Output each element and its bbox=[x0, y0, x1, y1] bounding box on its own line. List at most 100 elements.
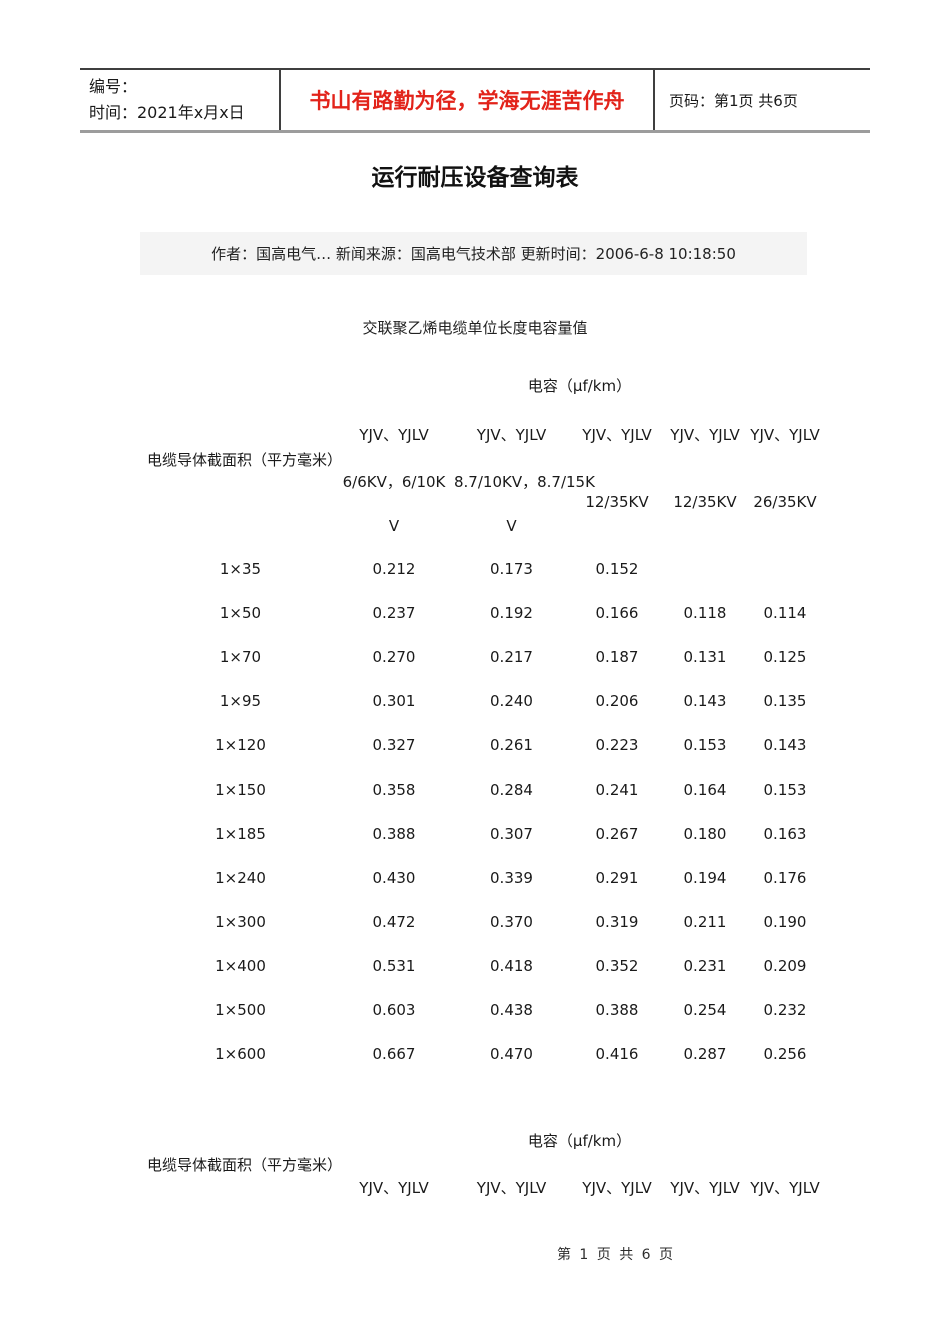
value-cell: 0.209 bbox=[763, 956, 807, 975]
value-cell: 0.211 bbox=[683, 912, 727, 931]
value-cell: 0.180 bbox=[683, 824, 727, 843]
table-row: 1×70 0.270 0.217 0.187 0.131 0.125 bbox=[147, 635, 825, 679]
value-cell: 0.212 bbox=[372, 560, 416, 579]
value-cell: 0.241 bbox=[595, 780, 639, 799]
conductor-size-cell: 1×240 bbox=[215, 868, 266, 887]
value-cell: 0.131 bbox=[683, 648, 727, 667]
cable-type-header: YJV、YJLV bbox=[750, 1179, 820, 1197]
conductor-size-cell: 1×600 bbox=[215, 1045, 266, 1064]
header-page-cell: 页码：第1页 共6页 bbox=[655, 70, 870, 130]
value-cell: 0.125 bbox=[763, 648, 807, 667]
conductor-size-cell: 1×300 bbox=[215, 912, 266, 931]
value-cell: 0.192 bbox=[490, 604, 533, 623]
value-cell: 0.135 bbox=[763, 692, 807, 711]
meta-bar: 作者：国高电气… 新闻来源：国高电气技术部 更新时间：2006-6-8 10:1… bbox=[140, 232, 807, 275]
page-footer: 第 1 页 共 6 页 bbox=[556, 1247, 676, 1263]
voltage-rating-wrap: V bbox=[388, 517, 400, 535]
value-cell: 0.603 bbox=[372, 1000, 416, 1019]
cable-type-header: YJV、YJLV bbox=[670, 426, 740, 444]
value-cell: 0.270 bbox=[372, 648, 416, 667]
value-cell: 0.430 bbox=[372, 868, 416, 887]
value-cell: 0.152 bbox=[595, 560, 639, 579]
value-cell: 0.339 bbox=[490, 868, 533, 887]
value-cell: 0.301 bbox=[372, 692, 416, 711]
table-row: 1×240 0.430 0.339 0.291 0.194 0.176 bbox=[147, 856, 825, 900]
cable-type-header: YJV、YJLV bbox=[359, 426, 429, 444]
value-cell: 0.531 bbox=[372, 956, 416, 975]
value-cell: 0.358 bbox=[372, 780, 416, 799]
cable-type-header-row-2: YJV、YJLV YJV、YJLV YJV、YJLV YJV、YJLV YJV、… bbox=[147, 1177, 825, 1198]
conductor-size-cell: 1×70 bbox=[219, 648, 262, 667]
value-cell: 0.388 bbox=[372, 824, 416, 843]
voltage-rating: 6/6KV，6/10K bbox=[342, 473, 446, 491]
value-cell: 0.217 bbox=[490, 648, 533, 667]
doc-number-label: 编号： bbox=[89, 77, 138, 96]
value-cell: 0.254 bbox=[683, 1000, 727, 1019]
doc-time-label: 时间：2021年x月x日 bbox=[89, 103, 245, 122]
voltage-rating: 12/35KV bbox=[673, 493, 737, 511]
value-cell: 0.194 bbox=[683, 868, 727, 887]
value-cell: 0.418 bbox=[490, 956, 533, 975]
conductor-area-header-2: 电缆导体截面积（平方毫米） bbox=[147, 1156, 343, 1174]
table-row: 1×50 0.237 0.192 0.166 0.118 0.114 bbox=[147, 591, 825, 635]
value-cell: 0.284 bbox=[490, 780, 533, 799]
table-row: 1×150 0.358 0.284 0.241 0.164 0.153 bbox=[147, 767, 825, 811]
table-subtitle: 交联聚乙烯电缆单位长度电容量值 bbox=[362, 319, 588, 337]
table-row: 1×500 0.603 0.438 0.388 0.254 0.232 bbox=[147, 988, 825, 1032]
value-cell: 0.206 bbox=[595, 692, 639, 711]
conductor-size-cell: 1×150 bbox=[215, 780, 266, 799]
value-cell: 0.256 bbox=[763, 1045, 807, 1064]
value-cell: 0.319 bbox=[595, 912, 639, 931]
value-cell: 0.163 bbox=[763, 824, 807, 843]
cable-type-header: YJV、YJLV bbox=[359, 1179, 429, 1197]
value-cell: 0.416 bbox=[595, 1045, 639, 1064]
value-cell: 0.153 bbox=[763, 780, 807, 799]
value-cell: 0.143 bbox=[763, 736, 807, 755]
motto-text: 书山有路勤为径，学海无涯苦作舟 bbox=[309, 89, 625, 113]
value-cell: 0.307 bbox=[490, 824, 533, 843]
capacity-unit-header-2: 电容（µf/km） bbox=[527, 1132, 632, 1150]
value-cell: 0.240 bbox=[490, 692, 533, 711]
cable-type-header: YJV、YJLV bbox=[670, 1179, 740, 1197]
value-cell: 0.327 bbox=[372, 736, 416, 755]
value-cell: 0.388 bbox=[595, 1000, 639, 1019]
value-cell: 0.667 bbox=[372, 1045, 416, 1064]
value-cell: 0.352 bbox=[595, 956, 639, 975]
conductor-size-cell: 1×35 bbox=[219, 560, 262, 579]
table-row: 1×35 0.212 0.173 0.152 bbox=[147, 547, 825, 591]
cable-type-header: YJV、YJLV bbox=[582, 1179, 652, 1197]
value-cell: 0.261 bbox=[490, 736, 533, 755]
value-cell: 0.176 bbox=[763, 868, 807, 887]
page-number-info: 页码：第1页 共6页 bbox=[669, 91, 798, 110]
table-row: 1×300 0.472 0.370 0.319 0.211 0.190 bbox=[147, 900, 825, 944]
table-row: 1×120 0.327 0.261 0.223 0.153 0.143 bbox=[147, 723, 825, 767]
value-cell: 0.153 bbox=[683, 736, 727, 755]
capacitance-table-body: 1×35 0.212 0.173 0.152 1×50 0.237 0.192 … bbox=[147, 547, 825, 1076]
meta-bar-text: 作者：国高电气… 新闻来源：国高电气技术部 更新时间：2006-6-8 10:1… bbox=[211, 245, 736, 263]
cable-type-header: YJV、YJLV bbox=[750, 426, 820, 444]
table-row: 1×95 0.301 0.240 0.206 0.143 0.135 bbox=[147, 679, 825, 723]
cable-type-header-row: YJV、YJLV YJV、YJLV YJV、YJLV YJV、YJLV YJV、… bbox=[147, 424, 825, 445]
conductor-area-header: 电缆导体截面积（平方毫米） bbox=[147, 451, 343, 469]
voltage-header-line-2: 12/35KV 12/35KV 26/35KV bbox=[147, 493, 825, 511]
value-cell: 0.187 bbox=[595, 648, 639, 667]
voltage-header-line-3: V V bbox=[147, 517, 825, 535]
page-title: 运行耐压设备查询表 bbox=[371, 165, 579, 191]
value-cell: 0.287 bbox=[683, 1045, 727, 1064]
value-cell: 0.232 bbox=[763, 1000, 807, 1019]
document-header-table: 编号： 时间：2021年x月x日 书山有路勤为径，学海无涯苦作舟 页码：第1页 … bbox=[80, 68, 870, 133]
capacity-unit-header: 电容（µf/km） bbox=[527, 377, 632, 395]
table-row: 1×185 0.388 0.307 0.267 0.180 0.163 bbox=[147, 812, 825, 856]
value-cell: 0.370 bbox=[490, 912, 533, 931]
value-cell: 0.223 bbox=[595, 736, 639, 755]
value-cell: 0.166 bbox=[595, 604, 639, 623]
value-cell: 0.291 bbox=[595, 868, 639, 887]
value-cell: 0.470 bbox=[490, 1045, 533, 1064]
value-cell: 0.143 bbox=[683, 692, 727, 711]
conductor-size-cell: 1×400 bbox=[215, 956, 266, 975]
conductor-size-cell: 1×185 bbox=[215, 824, 266, 843]
value-cell: 0.190 bbox=[763, 912, 807, 931]
value-cell: 0.472 bbox=[372, 912, 416, 931]
voltage-rating: 8.7/10KV，8.7/15K bbox=[454, 473, 595, 491]
